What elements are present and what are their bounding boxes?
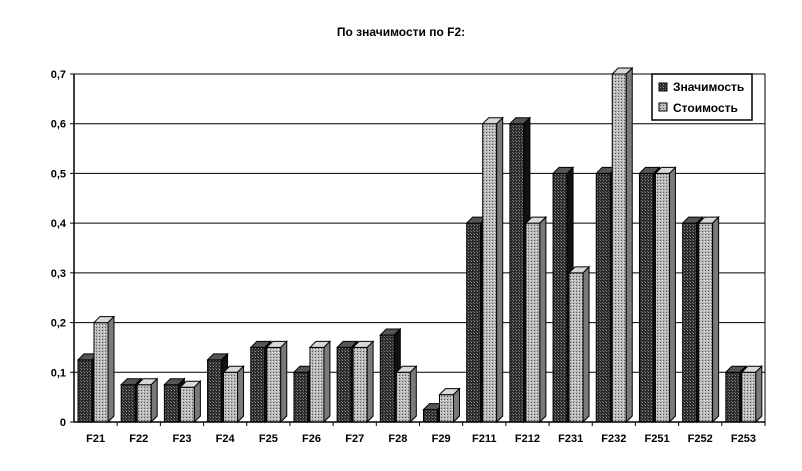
bar-series-2 [740,365,764,424]
bar-series-2 [92,315,116,424]
x-tick-label: F28 [388,433,407,445]
bar-series-2 [395,365,418,424]
bar-series-2 [481,116,504,424]
legend-label-series-2: Стоимость [673,101,738,115]
bar-series-2 [179,379,202,424]
x-tick-label: F232 [601,433,626,445]
y-tick-label: 0,7 [51,69,66,81]
bars [76,66,764,424]
legend-swatch-series-1 [658,82,668,92]
x-tick-label: F27 [345,433,364,445]
bar-series-2 [222,365,245,424]
bar-series-2 [308,340,332,424]
bar-series-2 [654,166,677,424]
bar-series-2 [351,340,375,424]
x-tick-label: F212 [515,433,540,445]
x-tick-label: F25 [259,433,278,445]
bar-series-2 [697,215,720,424]
y-axis-ticks: 0 0,1 0,2 0,3 0,4 0,5 0,6 0,7 [51,69,75,429]
bar-series-2 [265,340,288,424]
x-tick-label: F21 [86,433,105,445]
x-tick-label: F24 [216,433,236,445]
bar-series-2 [611,66,634,424]
legend: Значимость Стоимость [651,73,753,121]
x-tick-label: F29 [432,433,451,445]
y-tick-label: 0,6 [51,119,66,131]
legend-label-series-1: Значимость [673,80,744,94]
bar-series-2 [135,377,159,424]
y-tick-label: 0,4 [51,218,67,230]
x-tick-label: F22 [129,433,148,445]
y-tick-label: 0,5 [51,168,66,180]
x-tick-label: F251 [644,433,669,445]
x-tick-label: F23 [172,433,191,445]
y-tick-label: 0,2 [51,318,66,330]
x-axis-ticks: F21 F22 F23 F24 F25 F26 F27 F28 F29 F211 F212 F231 F… [74,421,766,445]
y-tick-label: 0 [60,417,66,429]
bar-series-2 [438,387,461,424]
x-tick-label: F211 [472,433,496,445]
bar-series-2 [524,215,548,424]
y-tick-label: 0,3 [51,268,66,280]
x-tick-label: F231 [558,433,583,445]
x-tick-label: F252 [688,433,713,445]
bar-series-2 [567,265,591,424]
legend-swatch-series-2 [658,102,668,112]
y-tick-label: 0,1 [51,367,66,379]
legend-box [651,73,753,121]
x-tick-label: F26 [302,433,321,445]
chart-title: По значимости по F2: [337,25,465,39]
x-tick-label: F253 [731,433,756,445]
